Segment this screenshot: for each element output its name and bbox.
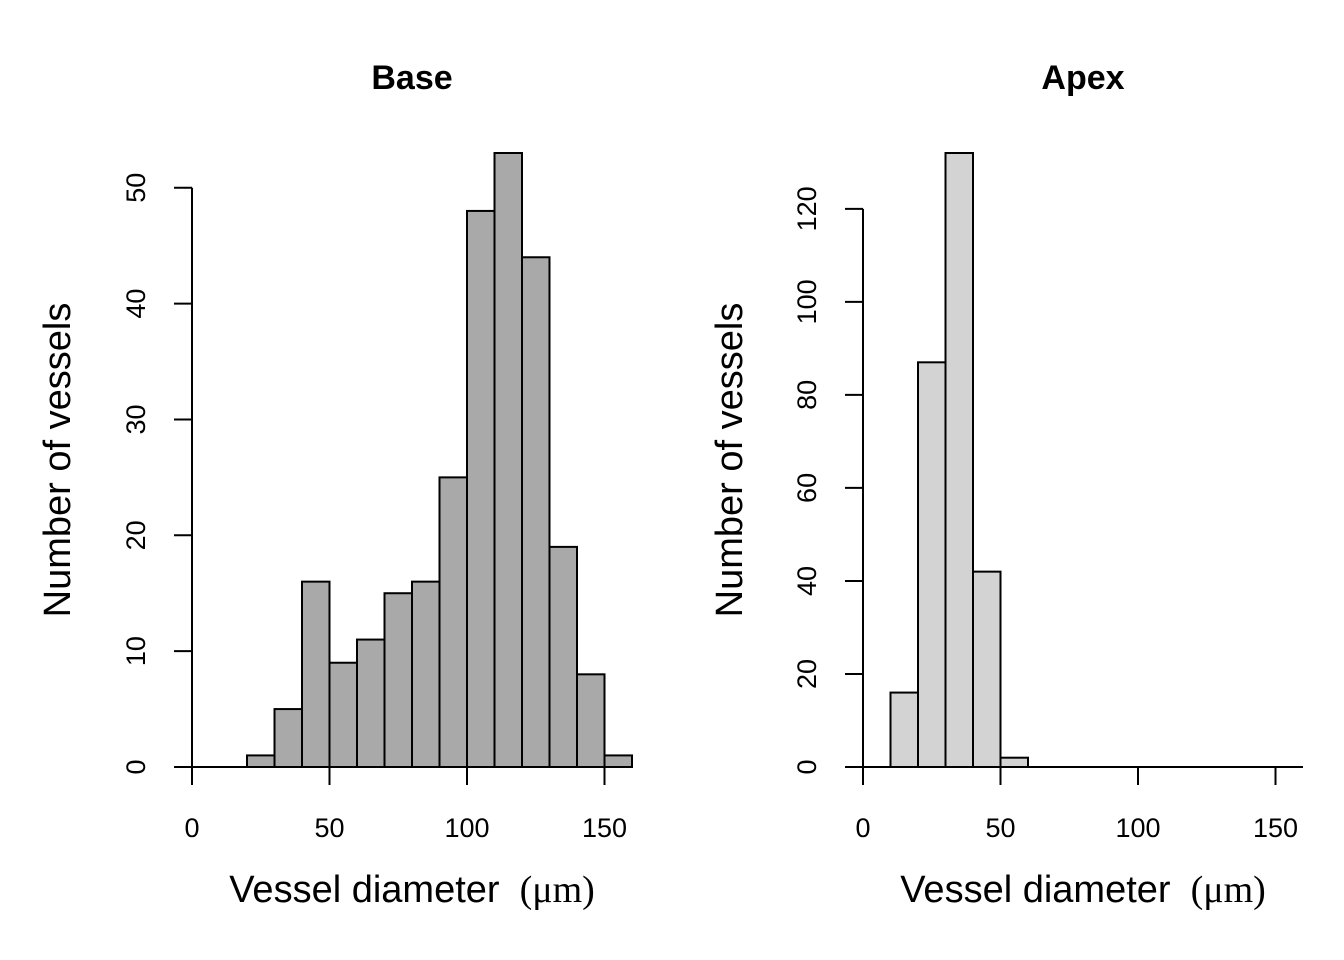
apex-histogram-panel: Apex 0 20 40 60 80 100 120 0 50 100 150 Number of… bbox=[709, 59, 1303, 911]
base-x-tick-label-100: 100 bbox=[444, 813, 489, 843]
apex-x-tick-label-100: 100 bbox=[1115, 813, 1160, 843]
base-x-axis: 0 50 100 150 bbox=[184, 766, 627, 843]
apex-y-axis: 0 20 40 60 80 100 120 bbox=[792, 186, 864, 775]
base-y-tick-label-10: 10 bbox=[121, 636, 151, 666]
base-bar-30-40 bbox=[273, 708, 303, 769]
apex-y-tick-label-20: 20 bbox=[792, 659, 822, 689]
apex-x-tick-label-50: 50 bbox=[985, 813, 1015, 843]
apex-x-tick-label-0: 0 bbox=[855, 813, 870, 843]
apex-y-tick-label-60: 60 bbox=[792, 473, 822, 503]
apex-x-axis: 0 50 100 150 bbox=[855, 766, 1298, 843]
base-x-axis-label: Vessel diameter (μm) bbox=[229, 869, 595, 911]
base-bar-40-50 bbox=[301, 580, 331, 768]
apex-x-axis-label: Vessel diameter (μm) bbox=[900, 869, 1266, 911]
apex-bar-40-50 bbox=[972, 570, 1002, 768]
apex-chart-title: Apex bbox=[1041, 59, 1124, 97]
base-x-tick-label-150: 150 bbox=[582, 813, 627, 843]
base-y-tick-label-0: 0 bbox=[121, 759, 151, 774]
base-y-tick-label-40: 40 bbox=[121, 289, 151, 319]
base-y-axis: 0 10 20 30 40 50 bbox=[121, 173, 193, 775]
base-bar-60-70 bbox=[356, 638, 386, 768]
apex-bar-10-20 bbox=[889, 691, 919, 768]
base-x-axis-label-text: Vessel diameter bbox=[229, 869, 500, 911]
base-bar-140-150 bbox=[576, 673, 606, 768]
base-bar-110-120 bbox=[493, 152, 523, 768]
base-y-tick-label-30: 30 bbox=[121, 404, 151, 434]
base-y-tick-label-20: 20 bbox=[121, 520, 151, 550]
base-bars bbox=[246, 152, 633, 769]
base-bar-20-30 bbox=[246, 754, 276, 769]
base-bar-130-140 bbox=[548, 545, 578, 768]
apex-x-axis-label-text: Vessel diameter bbox=[900, 869, 1171, 911]
apex-bar-30-40 bbox=[944, 152, 974, 768]
apex-y-tick-label-80: 80 bbox=[792, 380, 822, 410]
base-bar-50-60 bbox=[328, 661, 358, 768]
base-bar-150-160 bbox=[603, 754, 633, 769]
base-y-tick-label-50: 50 bbox=[121, 173, 151, 203]
base-chart-title: Base bbox=[371, 59, 452, 97]
base-y-axis-label: Number of vessels bbox=[37, 303, 79, 618]
apex-x-tick-label-150: 150 bbox=[1253, 813, 1298, 843]
apex-y-tick-label-120: 120 bbox=[792, 186, 822, 231]
base-x-axis-unit: (μm) bbox=[520, 869, 595, 911]
apex-bars bbox=[889, 152, 1303, 768]
base-bar-90-100 bbox=[438, 476, 468, 768]
apex-bar-20-30 bbox=[917, 361, 947, 768]
base-bar-120-130 bbox=[521, 256, 551, 768]
apex-y-axis-label: Number of vessels bbox=[709, 303, 751, 618]
base-histogram-panel: Base 0 10 20 30 40 50 0 50 100 150 Number of ves… bbox=[37, 59, 633, 911]
apex-x-axis-unit: (μm) bbox=[1191, 869, 1266, 911]
apex-y-tick-label-0: 0 bbox=[792, 759, 822, 774]
base-x-tick-label-0: 0 bbox=[184, 813, 199, 843]
base-bar-100-110 bbox=[466, 209, 496, 769]
apex-y-tick-label-40: 40 bbox=[792, 566, 822, 596]
base-x-tick-label-50: 50 bbox=[314, 813, 344, 843]
apex-bar-50-60 bbox=[999, 756, 1029, 768]
apex-y-tick-label-100: 100 bbox=[792, 279, 822, 324]
base-bar-70-80 bbox=[383, 592, 413, 769]
base-bar-80-90 bbox=[411, 580, 441, 768]
